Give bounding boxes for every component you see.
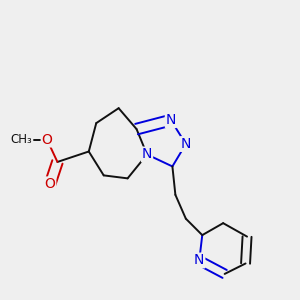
Text: N: N: [142, 148, 152, 161]
Text: N: N: [194, 254, 205, 268]
Text: O: O: [41, 133, 52, 146]
Text: N: N: [166, 113, 176, 127]
Text: N: N: [181, 137, 191, 151]
Text: CH₃: CH₃: [11, 133, 32, 146]
Text: O: O: [44, 177, 56, 191]
